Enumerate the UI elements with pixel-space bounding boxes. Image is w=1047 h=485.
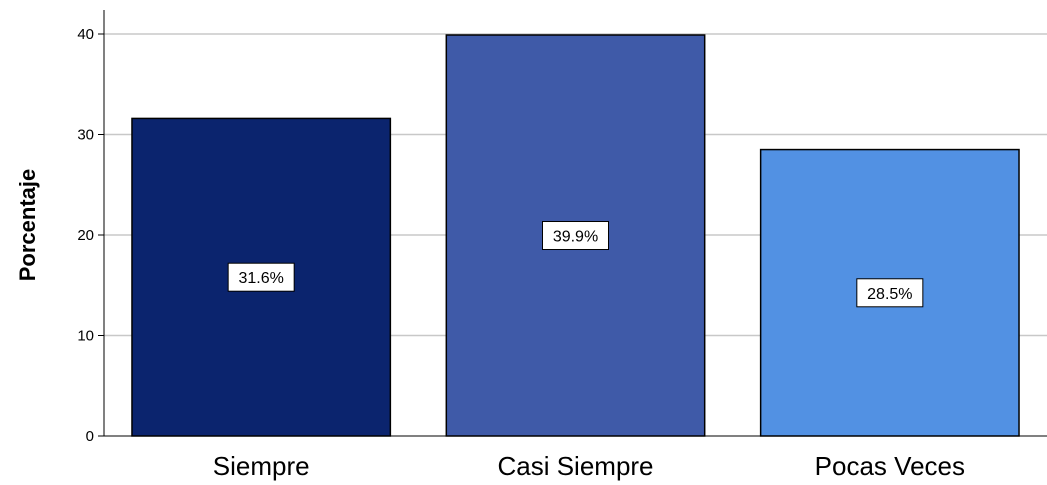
x-tick-label: Pocas Veces [815, 451, 965, 481]
y-tick-label: 30 [77, 127, 94, 144]
data-labels: 31.6% 39.9% 28.5% [227, 221, 924, 308]
y-tick-label: 20 [77, 227, 94, 244]
x-tick-label: Siempre [213, 451, 310, 481]
y-tick-label: 40 [77, 26, 94, 43]
data-label-box [856, 278, 924, 308]
axes: 0 10 20 30 40 Siempre Casi Siempre Pocas Veces [77, 10, 1047, 481]
y-axis-label: Porcentaje [15, 169, 40, 282]
data-label: 31.6% [238, 270, 283, 287]
x-tick-label: Casi Siempre [497, 451, 653, 481]
y-tick-label: 0 [86, 428, 94, 445]
data-label: 28.5% [867, 286, 912, 303]
y-tick-label: 10 [77, 328, 94, 345]
data-label-box [227, 262, 295, 292]
data-label: 39.9% [553, 229, 598, 246]
data-label-box [542, 221, 609, 251]
